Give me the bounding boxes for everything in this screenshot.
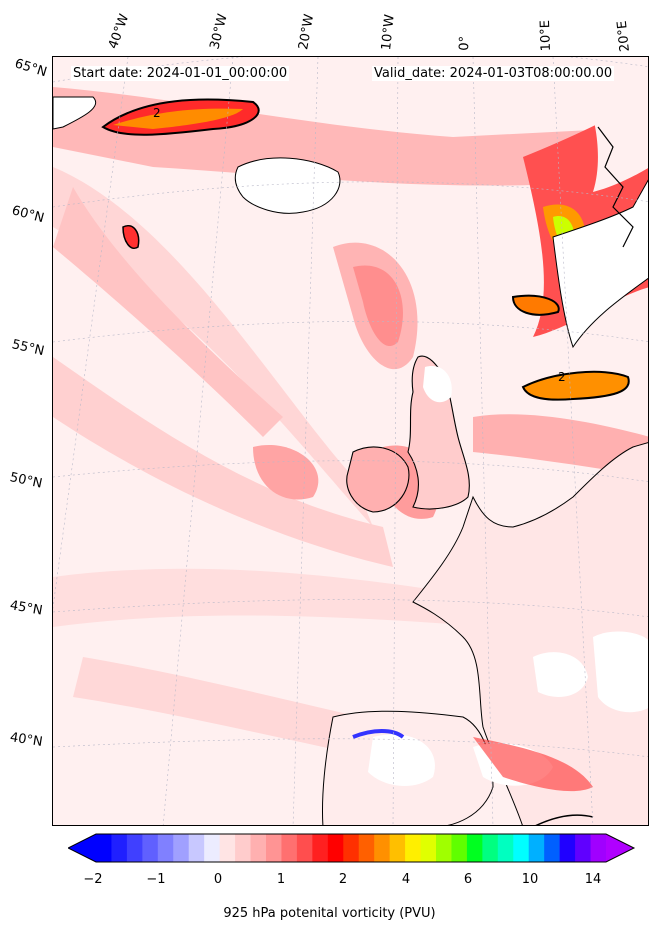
balkans-white xyxy=(593,631,648,713)
lon-label-30w: 30°W xyxy=(207,12,231,51)
colorbar-segments xyxy=(96,834,607,862)
colorbar-tick: −1 xyxy=(146,872,166,887)
lon-label-40w: 40°W xyxy=(105,12,133,51)
lat-label-65n: 65°N xyxy=(12,56,49,81)
colorbar-segment xyxy=(157,834,174,862)
contour-2 xyxy=(511,294,560,316)
colorbar-segment xyxy=(111,834,128,862)
pv-band xyxy=(53,187,283,437)
greenland-land xyxy=(53,96,96,130)
colorbar-segment xyxy=(528,834,545,862)
norway-land xyxy=(552,179,648,349)
colorbar-segment xyxy=(575,834,592,862)
colorbar-segment xyxy=(389,834,406,862)
contour-label: 2 xyxy=(558,370,566,384)
colorbar xyxy=(68,833,636,863)
colorbar-over-arrow xyxy=(606,834,634,862)
lat-label-60n: 60°N xyxy=(10,203,46,227)
pv-core-greenland xyxy=(113,108,243,129)
alps-white xyxy=(533,652,588,697)
colorbar-segment xyxy=(188,834,205,862)
colorbar-segment xyxy=(296,834,313,862)
colorbar-segment xyxy=(420,834,437,862)
colorbar-segment xyxy=(559,834,576,862)
colorbar-segment xyxy=(436,834,452,862)
colorbar-label: 925 hPa potenital vorticity (PVU) xyxy=(223,906,436,921)
colorbar-segment xyxy=(327,834,344,862)
colorbar-tick: 10 xyxy=(521,872,539,887)
graticule xyxy=(53,57,648,825)
contour-2 xyxy=(101,98,260,136)
lon-label-20w: 20°W xyxy=(296,13,318,52)
colorbar-segment xyxy=(142,834,159,862)
start-date-label: Start date: 2024-01-01_00:00:00 xyxy=(71,66,290,81)
colorbar-segment xyxy=(219,834,236,862)
pv-blob xyxy=(253,445,319,500)
lat-label-50n: 50°N xyxy=(8,470,44,492)
colorbar-tick: 1 xyxy=(276,872,286,887)
colorbar-tick: 14 xyxy=(584,872,602,887)
pv-band xyxy=(53,357,393,567)
colorbar-segment xyxy=(96,834,112,862)
colorbar-segment xyxy=(173,834,190,862)
lon-label-0: 0° xyxy=(457,35,473,51)
colorbar-segment xyxy=(544,834,561,862)
colorbar-tick: −2 xyxy=(83,872,103,887)
colorbar-segment xyxy=(513,834,530,862)
pv-band xyxy=(53,568,493,627)
pv-negative xyxy=(352,729,405,739)
pv-map: 2 2 xyxy=(53,57,648,825)
colorbar-segment xyxy=(590,834,607,862)
colorbar-segment xyxy=(312,834,329,862)
colorbar-tick: 0 xyxy=(213,872,223,887)
colorbar-under-arrow xyxy=(68,834,96,862)
colorbar-segment xyxy=(343,834,360,862)
contour-2 xyxy=(521,370,630,401)
contour-label: 2 xyxy=(153,106,161,120)
scotland-highlands xyxy=(423,366,452,403)
lat-label-40n: 40°N xyxy=(8,730,44,751)
contour-2 xyxy=(535,814,594,825)
colorbar-segment xyxy=(374,834,391,862)
valid-date-label: Valid_date: 2024-01-03T08:00:00.00 xyxy=(372,66,615,81)
colorbar-segment xyxy=(266,834,282,862)
colorbar-segment xyxy=(482,834,499,862)
colorbar-segment xyxy=(235,834,252,862)
colorbar-segment xyxy=(281,834,298,862)
colorbar-tick: 2 xyxy=(338,872,348,887)
iberia-white xyxy=(368,734,435,787)
lat-label-45n: 45°N xyxy=(8,598,44,619)
pv-strong-baltic xyxy=(523,371,629,400)
pv-band xyxy=(53,167,373,527)
colorbar-tick: 4 xyxy=(401,872,411,887)
pv-strong-med xyxy=(473,737,593,792)
colorbar-tick: 6 xyxy=(463,872,473,887)
lat-label-55n: 55°N xyxy=(10,337,46,360)
colorbar-segment xyxy=(497,834,514,862)
colorbar-segment xyxy=(358,834,375,862)
pv-swirl xyxy=(353,265,403,347)
map-panel: 2 2 xyxy=(52,56,649,826)
colorbar-segment xyxy=(126,834,143,862)
ireland-land xyxy=(346,446,410,513)
colorbar-segment xyxy=(405,834,422,862)
lon-label-10e: 10°E xyxy=(537,19,554,52)
colorbar-segment xyxy=(451,834,468,862)
colorbar-outline xyxy=(68,833,636,863)
lon-label-10w: 10°W xyxy=(379,13,398,52)
lon-label-20e: 20°E xyxy=(614,19,633,53)
colorbar-segment xyxy=(250,834,267,862)
colorbar-segment xyxy=(204,834,221,862)
pv-band xyxy=(473,414,648,477)
colorbar-segment xyxy=(466,834,483,862)
pv-spot xyxy=(122,225,140,249)
iceland-land xyxy=(234,157,341,214)
norway-coastline xyxy=(597,126,634,248)
